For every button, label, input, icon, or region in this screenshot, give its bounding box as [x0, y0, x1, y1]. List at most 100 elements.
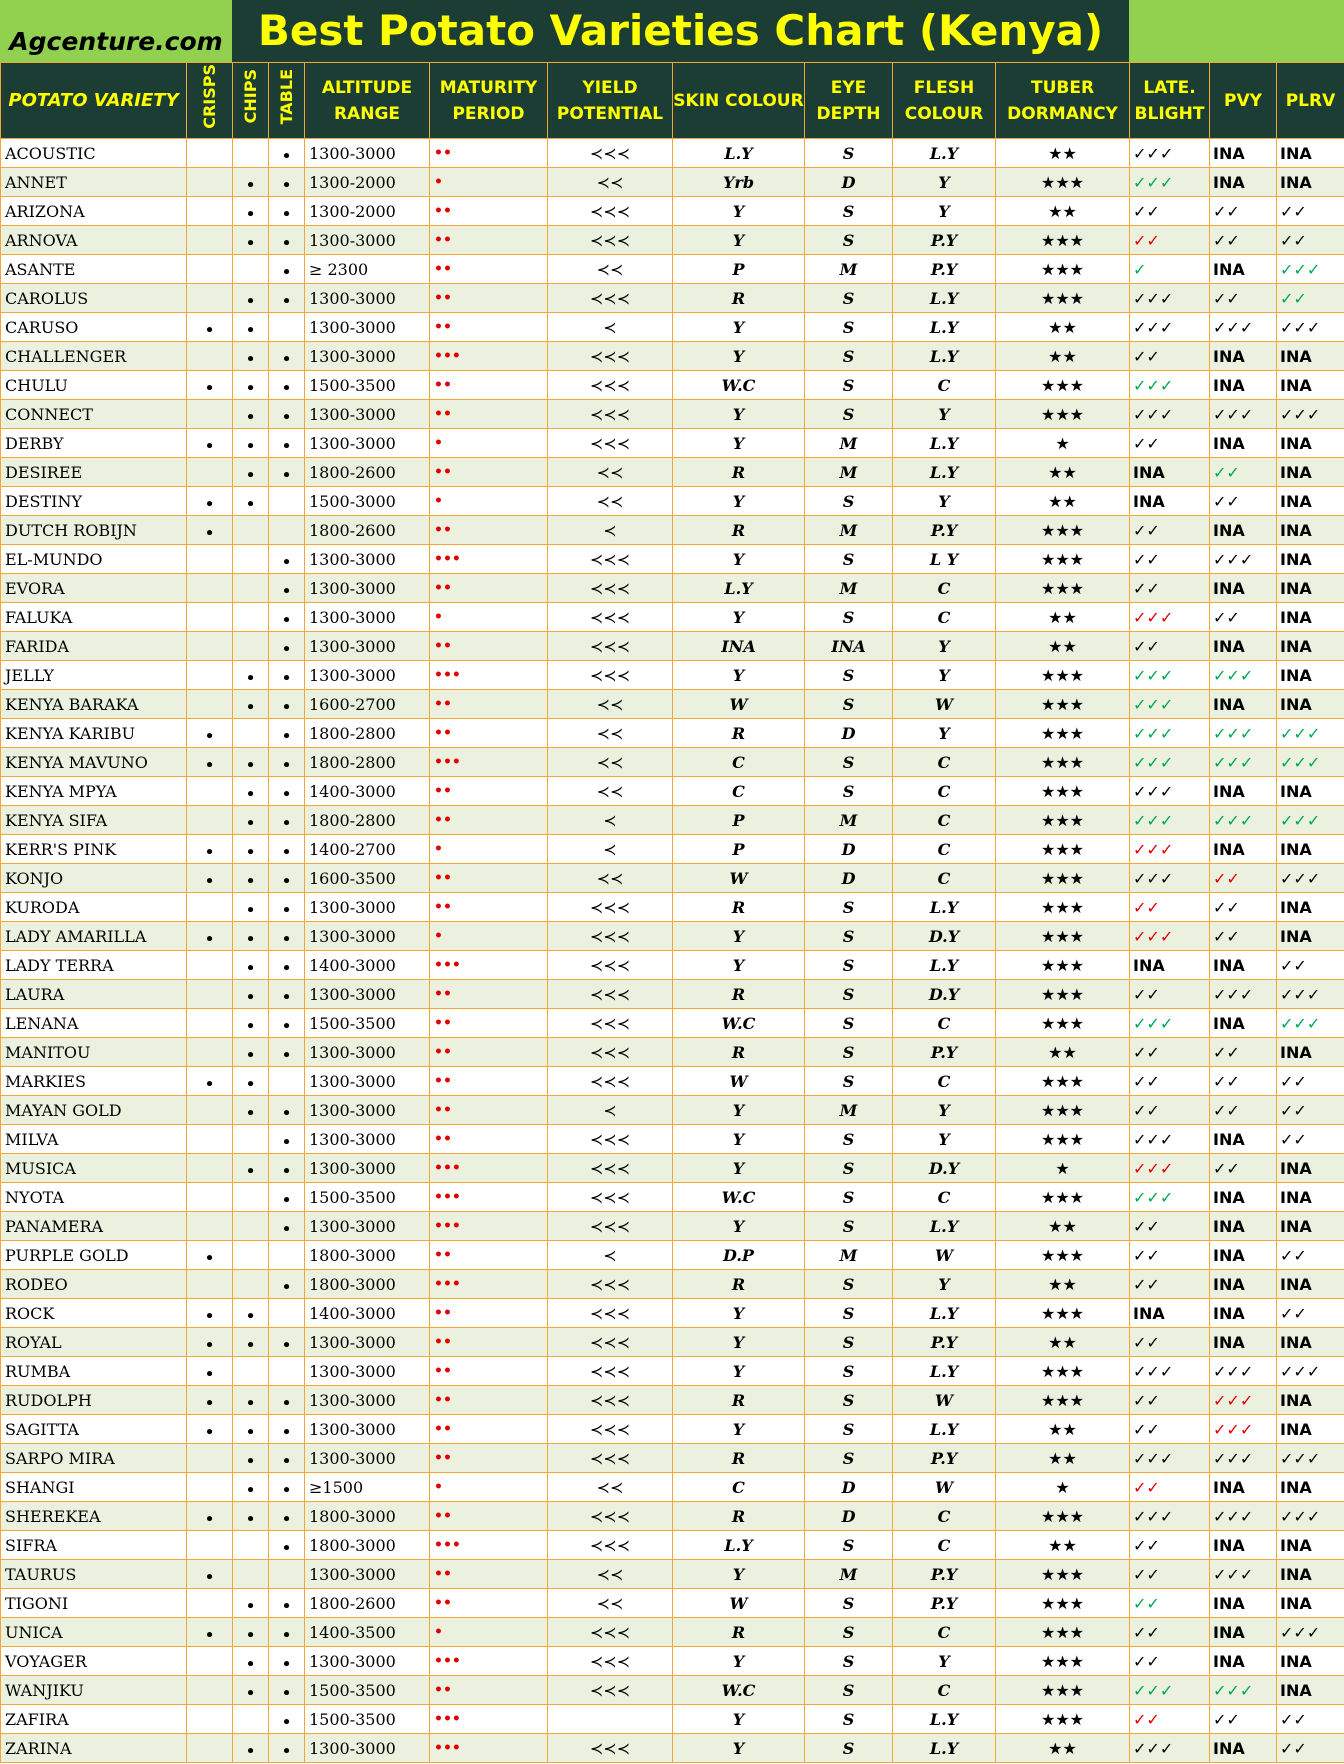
cell: •	[186, 863, 233, 893]
variety-row: CHALLENGER • • 1300-3000 ••• ≺≺≺ Y S L.Y ★★ ✓✓ INA I…	[0, 341, 1344, 371]
cell: L.Y	[892, 138, 996, 168]
cell	[186, 167, 233, 197]
cell: •	[268, 892, 305, 922]
cell: ✓✓✓	[1129, 1356, 1210, 1386]
cell: 1300-3000	[304, 1733, 430, 1763]
cell: ✓	[1129, 254, 1210, 284]
cell	[232, 1704, 269, 1734]
cell: P.Y	[892, 1037, 996, 1067]
cell: D.Y	[892, 921, 996, 951]
cell: ✓✓	[1209, 196, 1277, 226]
cell: DESTINY	[0, 486, 187, 516]
cell: ••	[429, 689, 548, 719]
cell: 1300-3000	[304, 544, 430, 574]
cell: ARIZONA	[0, 196, 187, 226]
cell: ✓✓✓	[1276, 718, 1344, 748]
cell: ✓✓✓	[1276, 1617, 1344, 1647]
cell: ✓✓✓	[1209, 1443, 1277, 1473]
cell: ≺≺≺	[547, 602, 673, 632]
cell: INA	[1276, 1327, 1344, 1357]
cell: RUMBA	[0, 1356, 187, 1386]
cell: KENYA BARAKA	[0, 689, 187, 719]
cell: S	[804, 950, 893, 980]
cell: ✓✓✓	[1129, 1501, 1210, 1531]
cell: •	[232, 225, 269, 255]
cell: ✓✓	[1129, 225, 1210, 255]
cell	[186, 950, 233, 980]
cell: R	[672, 1443, 805, 1473]
variety-row: MAYAN GOLD • • 1300-3000 •• ≺ Y M Y ★★★ ✓✓ ✓✓ ✓✓	[0, 1095, 1344, 1125]
cell: ✓✓✓	[1276, 863, 1344, 893]
cell: W	[892, 1240, 996, 1270]
variety-row: ACOUSTIC • 1300-3000 •• ≺≺≺ L.Y S L.Y ★★ ✓✓✓ INA IN…	[0, 138, 1344, 168]
cell: ★★★	[995, 167, 1130, 197]
cell: Y	[672, 1095, 805, 1125]
cell: Y	[672, 341, 805, 371]
cell: S	[804, 1646, 893, 1676]
cell: ★★★	[995, 979, 1130, 1009]
cell: •••	[429, 544, 548, 574]
cell: ★★★	[995, 370, 1130, 400]
cell: INA	[1276, 689, 1344, 719]
cell: INA	[1209, 1327, 1277, 1357]
cell	[186, 138, 233, 168]
cell: M	[804, 573, 893, 603]
cell: •	[429, 834, 548, 864]
cell	[232, 1356, 269, 1386]
cell: •	[232, 486, 269, 516]
cell: ••	[429, 196, 548, 226]
cell: ★★★	[995, 1675, 1130, 1705]
cell: LAURA	[0, 979, 187, 1009]
cell: Y	[672, 1124, 805, 1154]
cell: SHEREKEA	[0, 1501, 187, 1531]
cell	[232, 254, 269, 284]
cell: M	[804, 1095, 893, 1125]
cell: ★★★	[995, 1559, 1130, 1589]
cell: 1300-2000	[304, 167, 430, 197]
cell: INA	[1276, 515, 1344, 545]
cell: 1300-3000	[304, 1356, 430, 1386]
cell	[186, 283, 233, 313]
column-header: SKIN COLOUR	[672, 62, 805, 139]
cell: 1300-3000	[304, 138, 430, 168]
cell: INA	[1209, 1240, 1277, 1270]
cell: ≺≺≺	[547, 370, 673, 400]
cell: ✓✓	[1129, 1559, 1210, 1589]
cell: •••	[429, 1269, 548, 1299]
cell: 1300-3000	[304, 1414, 430, 1444]
variety-row: KENYA MAVUNO • • • 1800-2800 ••• ≺≺ C S C ★★★ ✓✓✓ ✓✓…	[0, 747, 1344, 777]
cell: 1800-2600	[304, 515, 430, 545]
cell: ✓✓	[1209, 1095, 1277, 1125]
cell: EVORA	[0, 573, 187, 603]
cell: •	[268, 283, 305, 313]
cell: INA	[1129, 457, 1210, 487]
cell: D	[804, 718, 893, 748]
cell: S	[804, 341, 893, 371]
cell: S	[804, 370, 893, 400]
cell: S	[804, 1675, 893, 1705]
cell: ✓✓✓	[1209, 1559, 1277, 1589]
cell: L Y	[892, 544, 996, 574]
cell: S	[804, 196, 893, 226]
cell: ★★	[995, 1211, 1130, 1241]
variety-row: PANAMERA • 1300-3000 ••• ≺≺≺ Y S L.Y ★★ ✓✓ INA INA	[0, 1211, 1344, 1241]
cell: INA	[1129, 486, 1210, 516]
cell: •	[232, 1588, 269, 1618]
cell: ✓✓	[1276, 1704, 1344, 1734]
cell: ★★	[995, 602, 1130, 632]
cell	[232, 1240, 269, 1270]
cell: ✓✓✓	[1129, 1182, 1210, 1212]
cell: ≺≺	[547, 457, 673, 487]
cell: •	[268, 1733, 305, 1763]
cell: ••	[429, 225, 548, 255]
cell: P	[672, 834, 805, 864]
variety-row: DERBY • • • 1300-3000 • ≺≺≺ Y M L.Y ★ ✓✓ INA INA	[0, 428, 1344, 458]
cell: 1500-3500	[304, 1675, 430, 1705]
column-header: ALTITUDE RANGE	[304, 62, 430, 139]
cell: FALUKA	[0, 602, 187, 632]
cell: Y	[672, 602, 805, 632]
cell: ★★★	[995, 747, 1130, 777]
cell: •	[186, 1066, 233, 1096]
cell: FARIDA	[0, 631, 187, 661]
cell: ★★	[995, 1530, 1130, 1560]
